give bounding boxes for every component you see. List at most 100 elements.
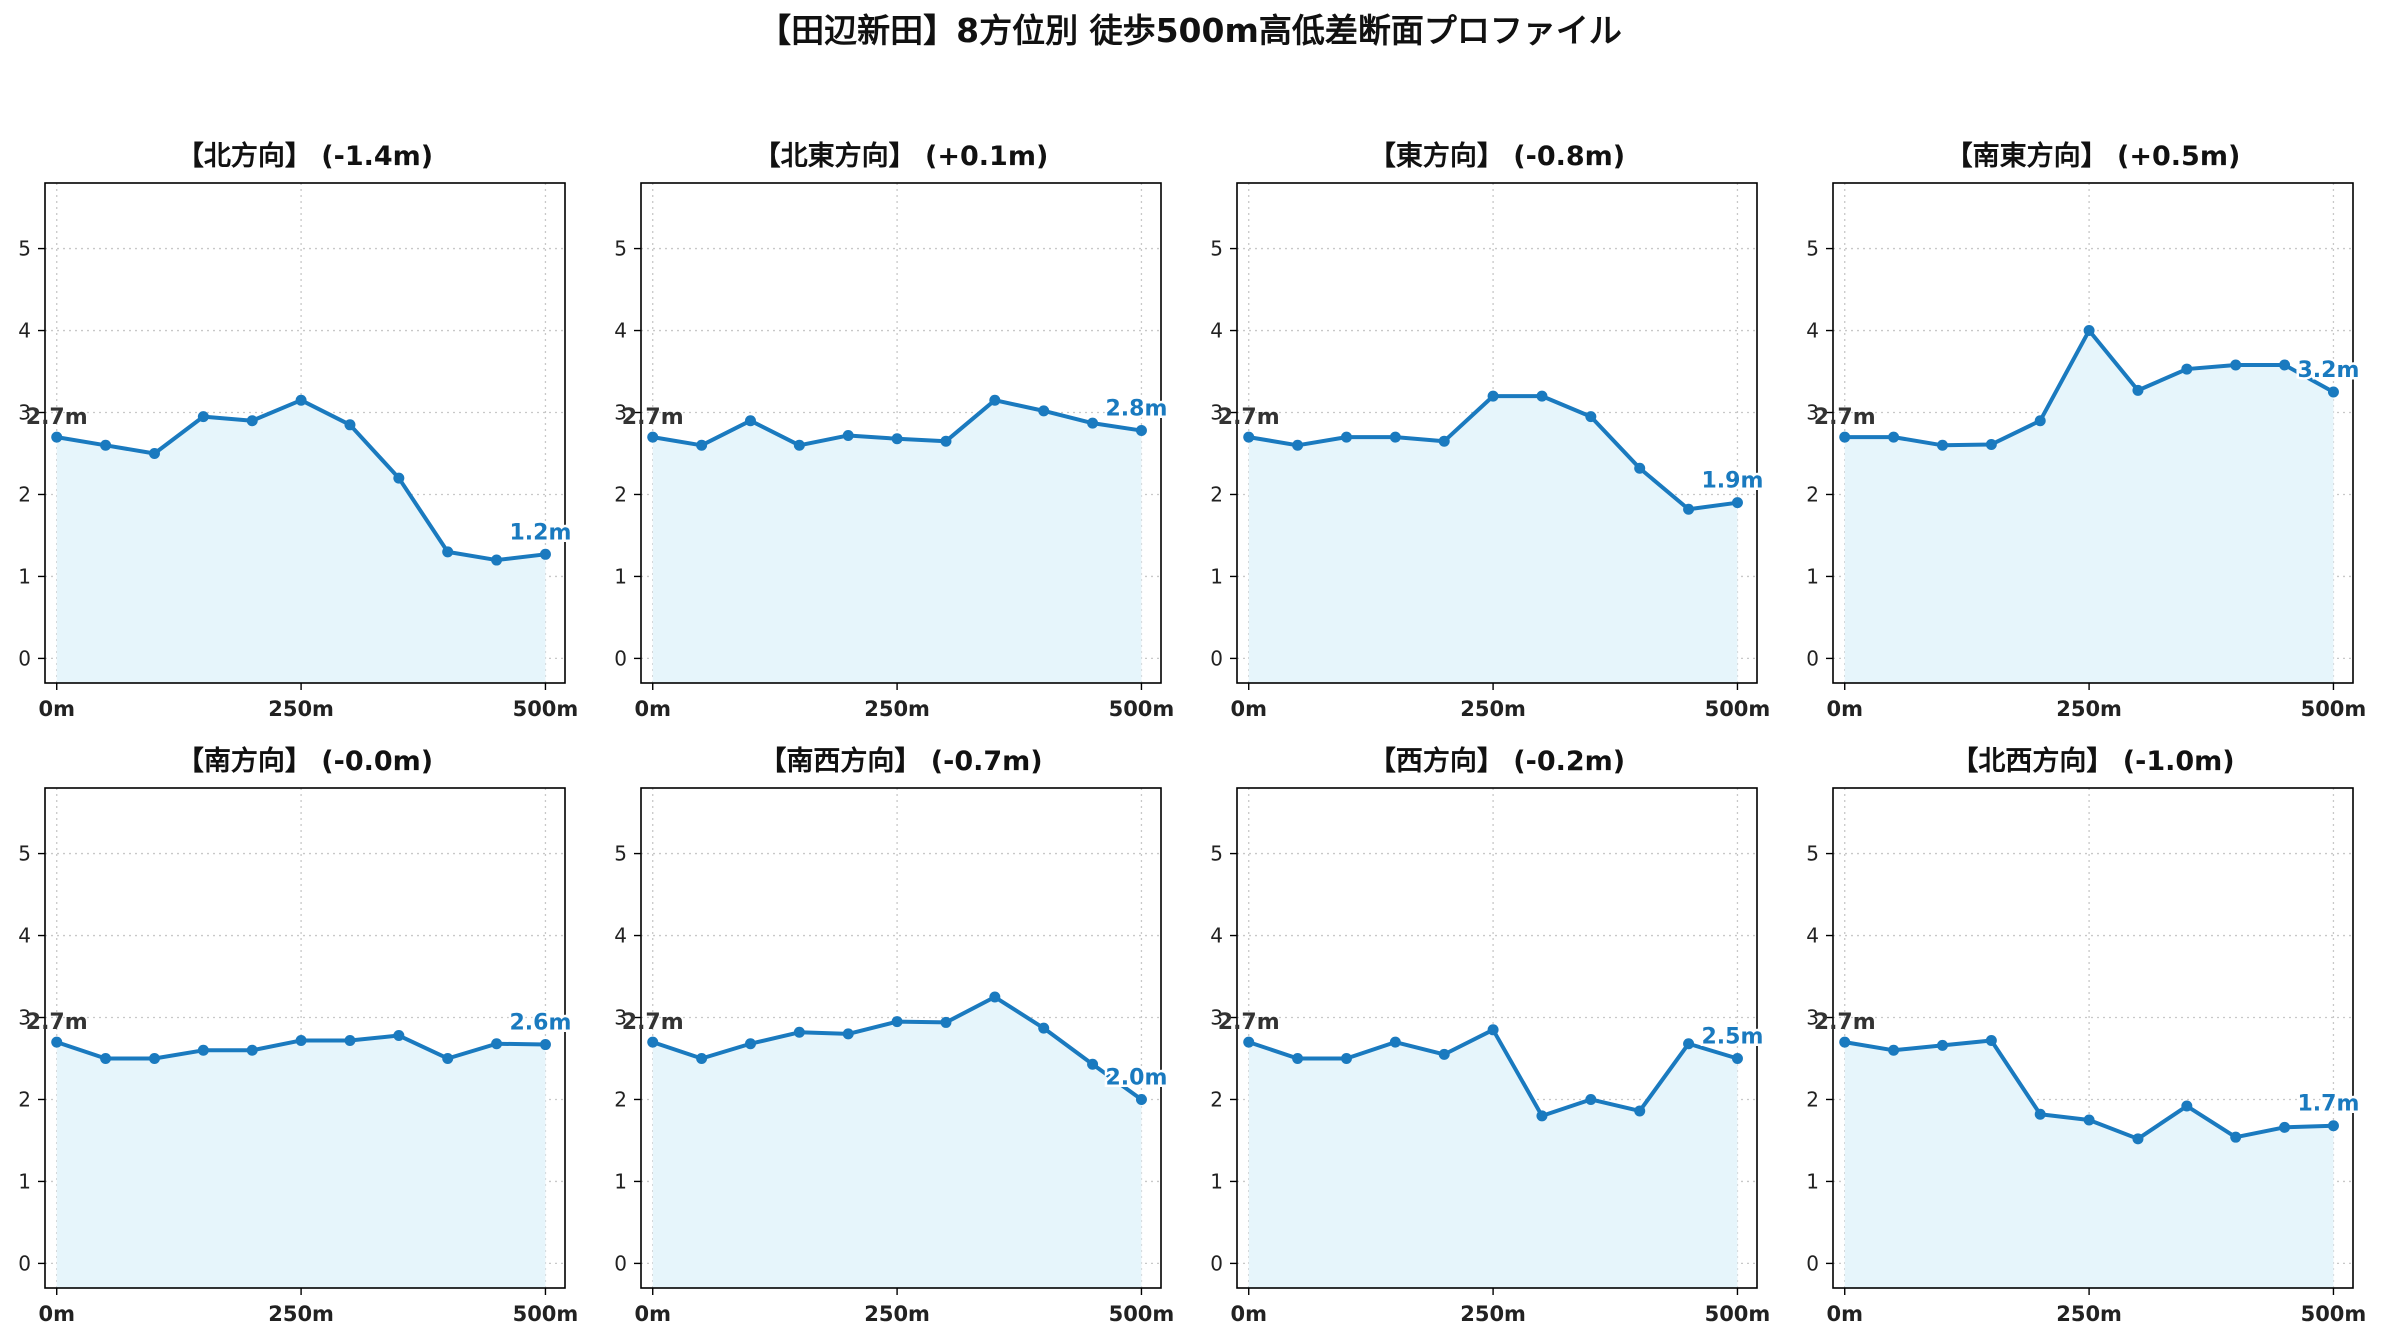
data-point: [744, 415, 756, 427]
panel-title: 【南方向】 (-0.0m): [177, 745, 433, 777]
data-point: [1585, 1093, 1597, 1105]
data-point: [2327, 1120, 2339, 1132]
axes-frame: [1236, 787, 1758, 1289]
y-tick-label: 0: [614, 646, 627, 670]
panel-1: 【北方向】 (-1.4m) 0 1 2 3 4 5 0m 250m 500m 2.7m 1.2m: [18, 140, 578, 721]
axes-frame: [1236, 182, 1758, 684]
y-tick-label: 2: [1806, 1087, 1819, 1111]
y-tick-label: 2: [1210, 1087, 1223, 1111]
axes-frame: [1832, 787, 2354, 1289]
data-point: [744, 1038, 756, 1050]
data-point: [1985, 1034, 1997, 1046]
elevation-area: [1844, 330, 2334, 683]
x-tick-label: 500m: [1705, 1302, 1771, 1326]
panel-title: 【北方向】 (-1.4m): [177, 140, 433, 172]
x-tick-label: 500m: [513, 697, 579, 721]
data-point: [842, 429, 854, 441]
panel-title: 【北西方向】 (-1.0m): [1951, 745, 2234, 777]
panel-8: 【北西方向】 (-1.0m) 0 1 2 3 4 5 0m 250m 500m 2.7m 1.7m: [1806, 745, 2366, 1326]
data-point: [793, 439, 805, 451]
axes-frame: [640, 182, 1162, 684]
panel-4: 【南東方向】 (+0.5m) 0 1 2 3 4 5 0m 250m 500m 2.7m 3.2m: [1806, 140, 2366, 721]
x-tick-label: 250m: [2056, 1302, 2122, 1326]
x-tick-label: 0m: [1230, 697, 1267, 721]
y-tick-label: 3: [1210, 1006, 1223, 1030]
y-tick-label: 5: [18, 237, 31, 261]
data-point: [246, 1044, 258, 1056]
y-tick-label: 0: [18, 646, 31, 670]
y-tick-label: 5: [614, 237, 627, 261]
data-point: [1839, 1036, 1851, 1048]
data-point: [940, 1016, 952, 1028]
x-tick-label: 500m: [1705, 697, 1771, 721]
x-tick-label: 0m: [38, 697, 75, 721]
data-point: [1389, 431, 1401, 443]
data-point: [1243, 1036, 1255, 1048]
axes-frame: [640, 787, 1162, 1289]
data-point: [539, 1039, 551, 1051]
x-tick-label: 500m: [1109, 697, 1175, 721]
y-tick-label: 1: [18, 1169, 31, 1193]
axes-frame: [1832, 182, 2354, 684]
x-tick-label: 0m: [634, 697, 671, 721]
elevation-area: [652, 400, 1142, 683]
start-elevation-label: 2.7m: [26, 1010, 88, 1035]
x-tick-label: 250m: [864, 1302, 930, 1326]
elevation-area: [1248, 396, 1738, 683]
axes-frame: [44, 787, 566, 1289]
y-tick-label: 2: [1806, 482, 1819, 506]
y-tick-label: 1: [18, 564, 31, 588]
data-point: [1087, 417, 1099, 429]
y-tick-label: 0: [18, 1251, 31, 1275]
data-point: [2181, 363, 2193, 375]
data-point: [1634, 462, 1646, 474]
y-tick-label: 4: [1210, 924, 1223, 948]
y-tick-label: 3: [1806, 1006, 1819, 1030]
data-point: [1292, 1052, 1304, 1064]
end-elevation-label: 1.2m: [509, 520, 571, 545]
start-elevation-label: 2.7m: [622, 1010, 684, 1035]
panel-title: 【東方向】 (-0.8m): [1369, 140, 1625, 172]
y-tick-label: 2: [18, 482, 31, 506]
data-point: [1585, 411, 1597, 423]
y-tick-label: 3: [1806, 401, 1819, 425]
y-tick-label: 5: [1806, 842, 1819, 866]
data-point: [2230, 359, 2242, 371]
y-tick-label: 5: [1806, 237, 1819, 261]
y-tick-label: 4: [1806, 924, 1819, 948]
data-point: [2034, 1108, 2046, 1120]
data-point: [940, 435, 952, 447]
data-point: [1087, 1058, 1099, 1070]
y-tick-label: 1: [614, 1169, 627, 1193]
start-elevation-label: 2.7m: [1814, 405, 1876, 430]
data-point: [793, 1026, 805, 1038]
data-point: [148, 447, 160, 459]
axes-frame: [44, 182, 566, 684]
data-point: [989, 991, 1001, 1003]
elevation-area: [56, 400, 546, 683]
data-point: [1135, 425, 1147, 437]
data-point: [2083, 1114, 2095, 1126]
data-point: [842, 1028, 854, 1040]
y-tick-label: 4: [18, 319, 31, 343]
y-tick-label: 1: [614, 564, 627, 588]
data-point: [197, 1044, 209, 1056]
x-tick-label: 500m: [2301, 697, 2367, 721]
data-point: [1292, 439, 1304, 451]
x-tick-label: 250m: [2056, 697, 2122, 721]
end-elevation-label: 2.5m: [1701, 1024, 1763, 1049]
data-point: [2132, 384, 2144, 396]
data-point: [1536, 390, 1548, 402]
data-point: [100, 1052, 112, 1064]
data-point: [1487, 1024, 1499, 1036]
data-point: [51, 1036, 63, 1048]
data-point: [2083, 325, 2095, 337]
x-tick-label: 250m: [268, 1302, 334, 1326]
data-point: [393, 472, 405, 484]
panel-title: 【南西方向】 (-0.7m): [759, 745, 1042, 777]
panel-6: 【南西方向】 (-0.7m) 0 1 2 3 4 5 0m 250m 500m 2.7m 2.0m: [614, 745, 1174, 1326]
elevation-area: [1248, 1029, 1738, 1288]
y-tick-label: 2: [614, 1087, 627, 1111]
